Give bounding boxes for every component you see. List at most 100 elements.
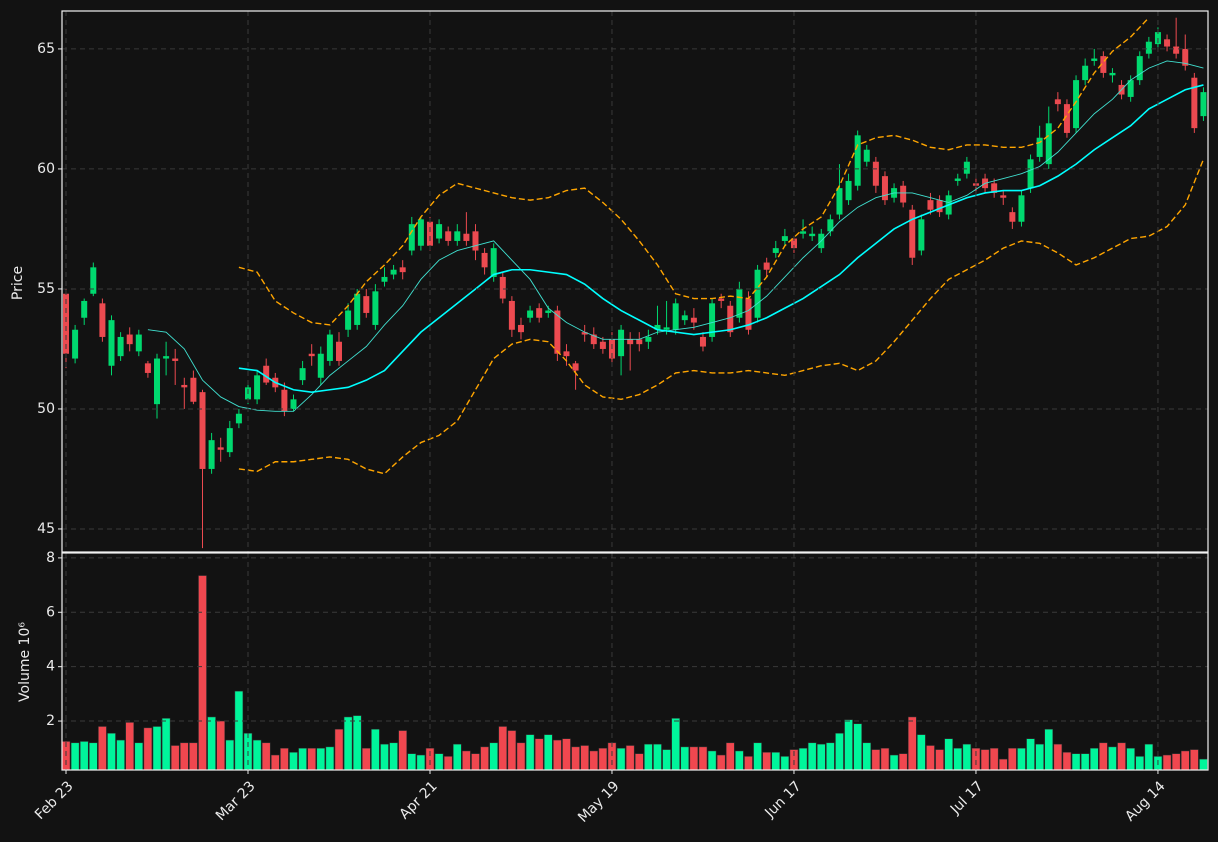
candle-body [881, 176, 888, 201]
candle-body [863, 149, 870, 162]
volume-bar [1053, 743, 1063, 770]
candle-body [654, 324, 661, 330]
candle-body [308, 353, 315, 357]
candle-body [345, 310, 352, 330]
indicator-line [238, 159, 1205, 475]
volume-bar [125, 722, 134, 770]
volume-bar [261, 742, 271, 770]
volume-bar [653, 743, 662, 770]
candle-body [135, 334, 142, 352]
volume-bar [380, 743, 389, 770]
volume-bar [325, 746, 335, 770]
candle-body [1054, 99, 1061, 105]
candle-body [490, 248, 497, 277]
candle-body [627, 339, 634, 345]
volume-bar [689, 746, 699, 770]
candle-body [690, 317, 697, 323]
volume-bar [398, 730, 407, 770]
candle-body [63, 293, 70, 354]
candle-body [1182, 48, 1189, 66]
candle-body [736, 288, 743, 318]
plot-area [62, 575, 1208, 770]
volume-bar [926, 745, 935, 770]
candle-body [117, 336, 124, 357]
candle-body [672, 303, 679, 330]
candle-body [190, 377, 197, 402]
y-tick-label: 50 [37, 401, 55, 417]
candle-body [681, 315, 688, 321]
volume-bar [1008, 747, 1017, 770]
volume-bar [152, 726, 162, 770]
candle-body [99, 303, 106, 337]
candle-body [754, 269, 761, 318]
candle-body [936, 200, 943, 213]
volume-bar [161, 718, 171, 770]
plot-frame [61, 10, 1209, 553]
candle-body [153, 358, 160, 405]
candle-body [1164, 39, 1171, 47]
candle-body [727, 305, 734, 333]
candle-body [1173, 46, 1180, 54]
candle-body [217, 447, 224, 450]
candle-body [527, 310, 534, 318]
volume-bar [98, 726, 107, 770]
candle-body [399, 267, 406, 273]
candle-body [854, 135, 861, 186]
candle-body [472, 231, 479, 251]
volume-bar [935, 749, 944, 770]
candle-body [636, 339, 643, 345]
volume-bar [480, 746, 489, 770]
candle-body [545, 310, 552, 313]
candle-body [599, 341, 606, 349]
y-tick-label: 45 [37, 521, 55, 537]
volume-bar [753, 742, 762, 770]
volume-bar [726, 742, 735, 770]
candle-body [836, 188, 843, 215]
y-tick-label: 8 [46, 550, 55, 566]
candle-body [90, 267, 97, 294]
volume-bar [589, 750, 599, 770]
volume-bar [871, 749, 881, 770]
candle-body [536, 308, 543, 318]
candle-body [809, 233, 816, 237]
candle-body [317, 353, 324, 378]
candle-body [108, 320, 115, 366]
candle-body [827, 219, 834, 232]
candle-body [463, 233, 470, 241]
candle-body [354, 293, 361, 325]
candle-body [790, 238, 797, 249]
volume-bar [525, 734, 535, 770]
volume-bar [307, 747, 316, 770]
volume-bar [853, 723, 862, 770]
volume-bar [416, 754, 426, 770]
candle-body [181, 384, 188, 388]
volume-bar [371, 728, 380, 770]
volume-bar [316, 747, 326, 770]
volume-bar [989, 747, 999, 770]
candle-body [745, 298, 752, 330]
candle-body [417, 219, 424, 246]
candle-body [800, 231, 807, 234]
volume-bar [1035, 743, 1044, 770]
volume-bar [562, 738, 571, 770]
volume-bar [352, 715, 362, 770]
volume-bar [280, 747, 289, 770]
candle-body [663, 327, 670, 330]
volume-bar [707, 750, 717, 770]
volume-bar [234, 690, 244, 770]
volume-bar [917, 734, 926, 770]
candle-body [1091, 58, 1098, 61]
volume-bar [1181, 750, 1190, 770]
indicator-line [147, 60, 1204, 412]
candle-body [454, 231, 461, 241]
candle-body [199, 392, 206, 469]
candle-body [335, 341, 342, 361]
volume-bar [1117, 742, 1126, 770]
candle-body [445, 231, 452, 241]
volume-bar [553, 739, 562, 770]
candle-body [781, 236, 788, 241]
candle-body [872, 161, 879, 186]
volume-bar [534, 738, 544, 770]
candle-body [845, 180, 852, 201]
